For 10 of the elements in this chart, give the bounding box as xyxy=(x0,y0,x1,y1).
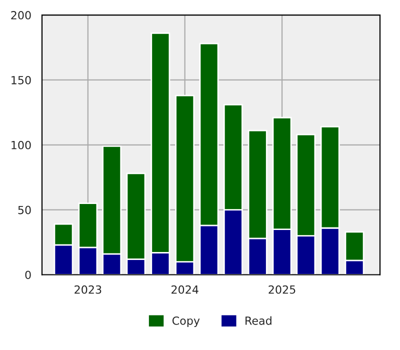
x-tick-label: 2023 xyxy=(74,285,102,294)
legend-label: Read xyxy=(246,316,272,325)
y-tick-label: 200 xyxy=(11,11,31,20)
legend-label: Copy xyxy=(172,316,200,328)
y-tick-label: 0 xyxy=(25,270,31,280)
y-tick-label: 100 xyxy=(12,140,31,150)
x-tick-label: 2025 xyxy=(268,285,296,294)
x-tick-label: 2024 xyxy=(172,285,198,294)
y-tick-label: 50 xyxy=(18,206,31,214)
y-tick-label: 150 xyxy=(12,76,31,84)
